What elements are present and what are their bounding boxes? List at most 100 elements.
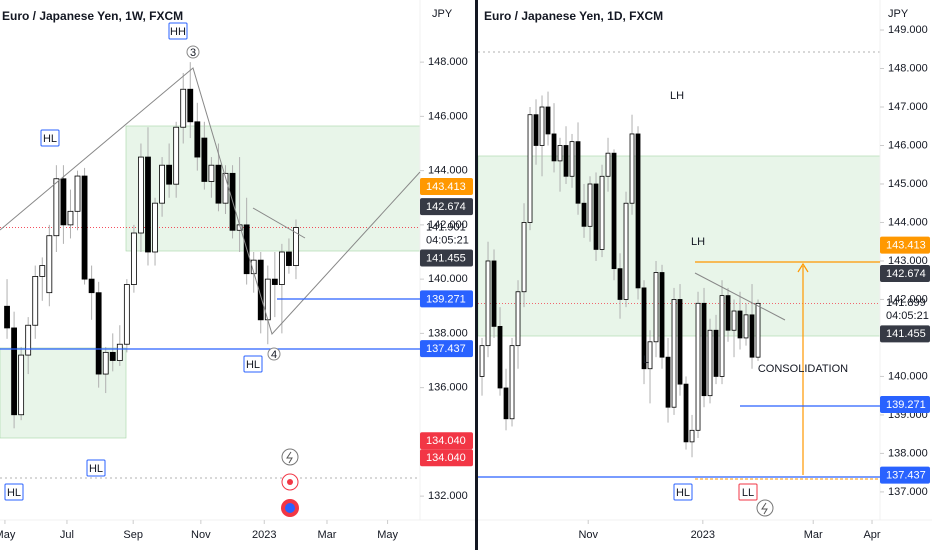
- candle-body: [671, 299, 677, 408]
- chart-title: Euro / Japanese Yen, 1W, FXCM: [2, 9, 183, 23]
- y-tick-label: 144.000: [888, 216, 928, 228]
- current-price: 141.899: [886, 297, 926, 309]
- price-tag-label: 141.455: [886, 328, 926, 340]
- candle-body: [755, 302, 761, 358]
- price-tag: [420, 432, 473, 450]
- candle-body: [737, 310, 743, 339]
- candle-body: [293, 227, 299, 266]
- candle-body: [659, 272, 665, 358]
- candle-body: [138, 156, 144, 234]
- candle-body: [581, 202, 587, 227]
- candle-body: [713, 329, 719, 377]
- candle-body: [725, 295, 731, 331]
- candle-body: [605, 152, 611, 177]
- x-tick-label: Mar: [318, 529, 337, 541]
- price-tag-label: 143.413: [426, 181, 466, 193]
- annotation-box: [168, 22, 188, 40]
- candle-body: [479, 345, 485, 377]
- annotation-label: HH: [170, 26, 186, 38]
- pane-divider: [475, 0, 478, 550]
- candle-body: [81, 175, 88, 280]
- candle-body: [503, 387, 509, 420]
- candle-body: [130, 232, 137, 285]
- x-tick-label: 2023: [252, 529, 276, 541]
- candle-body: [286, 251, 292, 266]
- x-tick-label: Sep: [123, 529, 143, 541]
- icon-glyph: [285, 503, 295, 513]
- icon[interactable]: [756, 499, 774, 517]
- candle-body: [109, 351, 116, 361]
- price-tag-label: 137.437: [886, 469, 926, 481]
- icon[interactable]: [281, 448, 299, 466]
- annotation-label: HL: [89, 463, 103, 475]
- annotation-label: LL: [742, 487, 754, 499]
- annotation-box: [243, 355, 263, 373]
- candle-body: [194, 121, 201, 158]
- candle-body: [95, 292, 102, 375]
- drawings-layer: [0, 67, 880, 517]
- y-tick-label: 142.000: [888, 293, 928, 305]
- axis-unit: JPY: [888, 8, 909, 20]
- candle-body: [60, 178, 67, 226]
- candle-body: [521, 222, 527, 293]
- price-tag-label: 134.040: [426, 435, 466, 447]
- candle-body: [491, 260, 497, 327]
- candle-body: [271, 278, 278, 285]
- price-tag: [880, 236, 930, 254]
- candle-body: [701, 302, 707, 397]
- current-price: 141.901: [426, 221, 466, 233]
- y-tick-label: 145.000: [888, 178, 928, 190]
- icon-glyph: [286, 451, 293, 464]
- candle-body: [257, 259, 264, 321]
- annotation-box: [40, 129, 60, 147]
- price-tag: [420, 449, 473, 467]
- annotation-box: [673, 483, 693, 501]
- candle-body: [551, 133, 557, 162]
- y-tick-label: 140.000: [888, 370, 928, 382]
- candle-body: [123, 284, 130, 345]
- price-tag: [880, 265, 930, 283]
- y-tick-label: 136.000: [428, 382, 468, 394]
- text-layer: Euro / Japanese Yen, 1W, FXCM Euro / Jap…: [0, 8, 930, 541]
- candle-body: [635, 133, 641, 289]
- candle-body: [563, 145, 569, 177]
- x-tick-label: Nov: [191, 529, 211, 541]
- annotation-label: LH: [691, 236, 705, 248]
- candle-body: [527, 114, 533, 223]
- annotation-label: HL: [246, 359, 260, 371]
- axis-unit: JPY: [432, 8, 453, 20]
- candle-body: [515, 291, 521, 347]
- annotation: 4: [267, 347, 281, 361]
- price-tag: [420, 178, 473, 196]
- trendline: [252, 207, 306, 239]
- annotation-label: L: [643, 354, 649, 366]
- x-tick-label: 2023: [691, 529, 715, 541]
- countdown: 04:05:21: [886, 310, 929, 322]
- annotation-label: CONSOLIDATION: [758, 363, 848, 375]
- candle-body: [677, 299, 683, 385]
- candle-body: [641, 287, 647, 370]
- x-tick-label: Nov: [578, 529, 598, 541]
- annotation-label: HL: [7, 487, 21, 499]
- arrow-head: [797, 262, 809, 273]
- candle-body: [623, 202, 629, 300]
- annotation: LH: [691, 236, 705, 248]
- annotation: LL: [738, 483, 758, 501]
- y-tick-label: 137.000: [888, 486, 928, 498]
- candle-body: [208, 164, 215, 182]
- price-tag: [880, 395, 930, 413]
- price-tag: [420, 249, 473, 267]
- price-tag-label: 142.674: [426, 201, 466, 213]
- candle-body: [187, 88, 194, 123]
- annotation-label: 3: [190, 47, 196, 59]
- x-tick-label: May: [377, 529, 398, 541]
- y-tick-label: 144.000: [428, 165, 468, 177]
- annotation: HL: [4, 483, 24, 501]
- candle-body: [159, 164, 165, 204]
- chart-title: Euro / Japanese Yen, 1D, FXCM: [484, 9, 663, 23]
- x-tick-label: Jul: [60, 529, 74, 541]
- candle-body: [575, 141, 581, 204]
- price-tag: [880, 466, 930, 484]
- candle-body: [749, 314, 755, 358]
- y-tick-label: 138.000: [888, 447, 928, 459]
